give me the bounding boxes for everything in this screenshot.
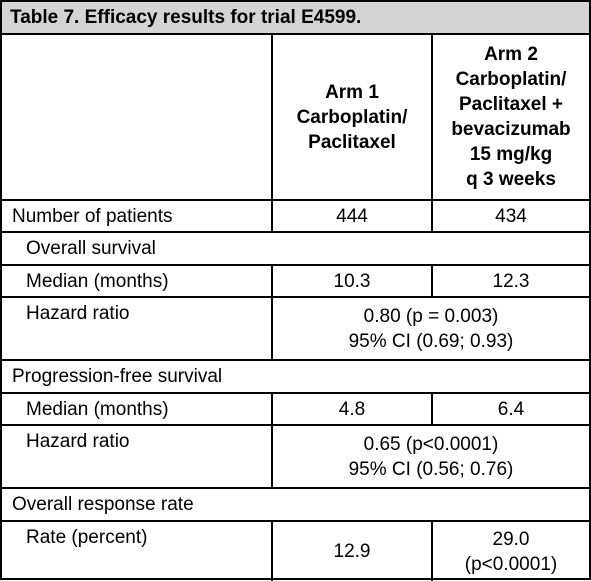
cell-line: 29.0	[492, 528, 530, 550]
value-cell: 0.65 (p<0.0001) 95% CI (0.56; 0.76)	[271, 424, 589, 489]
value-cell: 12.3	[431, 264, 589, 298]
data-row: Hazard ratio 0.65 (p<0.0001) 95% CI (0.56;…	[2, 424, 589, 489]
cell-line: 0.80 (p = 0.003)	[363, 305, 499, 327]
cell-line: (p<0.0001)	[464, 553, 558, 575]
data-row: Number of patients 444 434	[2, 199, 589, 233]
cell-line: Arm 1	[325, 81, 379, 103]
data-row: Rate (percent) 12.9 29.0 (p<0.0001)	[2, 520, 589, 581]
efficacy-table: Arm 1 Carboplatin/Paclitaxel Arm 2 Carbopla…	[2, 35, 589, 581]
value-cell: 10.3	[271, 264, 433, 298]
section-title: Overall survival	[2, 231, 589, 266]
value-cell: 444	[271, 199, 433, 233]
cell-line: Carboplatin/	[296, 106, 408, 128]
row-label: Rate (percent)	[2, 520, 273, 581]
header-row: Arm 1 Carboplatin/Paclitaxel Arm 2 Carbopla…	[2, 35, 589, 201]
value-cell: 6.4	[431, 392, 589, 426]
table-title: Table 7. Efficacy results for trial E459…	[2, 2, 589, 35]
section-row: Overall survival	[2, 231, 589, 266]
cell-line: 6.4	[497, 398, 525, 420]
cell-line: Paclitaxel	[308, 131, 396, 153]
cell-line: 12.9	[333, 541, 371, 562]
cell-line: 12.3	[492, 270, 530, 292]
header-cell	[2, 35, 273, 201]
section-row: Overall response rate	[2, 487, 589, 522]
data-row: Hazard ratio 0.80 (p = 0.003) 95% CI (0.69…	[2, 296, 589, 361]
header-cell: Arm 1 Carboplatin/Paclitaxel	[271, 35, 433, 201]
cell-line: 95% CI (0.69; 0.93)	[348, 330, 514, 352]
header-cell: Arm 2 Carboplatin/Paclitaxel + bevacizumab…	[431, 35, 589, 201]
cell-line: Paclitaxel +	[458, 94, 564, 115]
cell-line: q 3 weeks	[466, 169, 556, 190]
section-title: Progression-free survival	[2, 359, 589, 394]
value-cell: 434	[431, 199, 589, 233]
section-title: Overall response rate	[2, 487, 589, 522]
cell-line: 444	[336, 205, 368, 227]
value-cell: 12.9	[271, 520, 433, 581]
row-label: Median (months)	[2, 264, 273, 298]
row-label: Median (months)	[2, 392, 273, 426]
value-cell: 0.80 (p = 0.003) 95% CI (0.69; 0.93)	[271, 296, 589, 361]
cell-line: Carboplatin/	[455, 69, 567, 90]
cell-line: 4.8	[338, 398, 366, 420]
cell-line: 10.3	[333, 270, 371, 292]
row-label: Hazard ratio	[2, 296, 273, 361]
cell-line: 15 mg/kg	[469, 144, 553, 165]
value-cell: 4.8	[271, 392, 433, 426]
section-row: Progression-free survival	[2, 359, 589, 394]
table-body: Arm 1 Carboplatin/Paclitaxel Arm 2 Carbopla…	[2, 35, 589, 581]
cell-line: bevacizumab	[451, 119, 571, 140]
cell-line: 0.65 (p<0.0001)	[363, 433, 499, 455]
cell-line: 434	[495, 205, 527, 227]
row-label: Number of patients	[2, 199, 273, 233]
cell-line: 95% CI (0.56; 0.76)	[348, 458, 514, 480]
value-cell: 29.0 (p<0.0001)	[431, 520, 589, 581]
row-label: Hazard ratio	[2, 424, 273, 489]
cell-line: Arm 2	[484, 44, 538, 65]
data-row: Median (months) 10.3 12.3	[2, 264, 589, 298]
data-row: Median (months) 4.8 6.4	[2, 392, 589, 426]
